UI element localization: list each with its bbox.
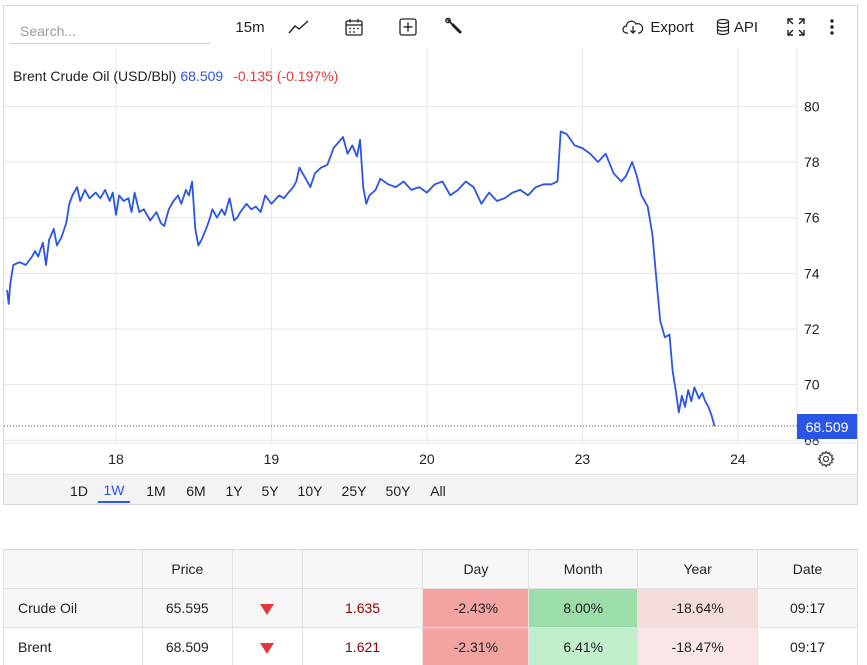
- row-change: 1.621: [301, 627, 424, 665]
- search-input[interactable]: [10, 18, 210, 44]
- instrument-name: Brent Crude Oil (USD/Bbl): [13, 68, 177, 84]
- header-direction: [231, 549, 303, 589]
- row-price: 65.595: [141, 588, 233, 628]
- header-year[interactable]: Year: [637, 549, 759, 589]
- cloud-download-icon: [622, 20, 644, 34]
- line-chart-icon: [288, 20, 309, 34]
- x-tick-label: 24: [730, 451, 746, 467]
- y-tick-label: 78: [804, 154, 820, 170]
- header-date[interactable]: Date: [757, 549, 858, 589]
- range-selector: 1D 1W 1M 6M 1Y 5Y 10Y 25Y 50Y All: [4, 474, 857, 504]
- wrench-icon: [445, 17, 462, 34]
- range-button-50y[interactable]: 50Y: [385, 483, 411, 499]
- table-row[interactable]: Crude Oil 65.595 1.635 -2.43% 8.00% -18.…: [3, 588, 858, 628]
- row-date: 09:17: [757, 627, 858, 665]
- calendar-button[interactable]: [341, 14, 367, 40]
- y-tick-label: 72: [804, 321, 820, 337]
- x-tick-label: 18: [108, 451, 124, 467]
- x-tick-label: 19: [264, 451, 280, 467]
- range-button-1w[interactable]: 1W: [98, 479, 130, 503]
- row-day: -2.43%: [422, 588, 530, 628]
- range-button-1y[interactable]: 1Y: [225, 483, 243, 499]
- row-name[interactable]: Crude Oil: [3, 588, 143, 628]
- price-series-line[interactable]: [6, 130, 716, 427]
- x-tick-label: 20: [419, 451, 435, 467]
- interval-button[interactable]: 15m: [235, 18, 265, 36]
- header-name: [3, 549, 143, 589]
- row-month: 6.41%: [528, 627, 639, 665]
- header-day[interactable]: Day: [422, 549, 530, 589]
- y-tick-label: 74: [804, 265, 820, 281]
- export-label: Export: [650, 18, 694, 36]
- row-name[interactable]: Brent: [3, 627, 143, 665]
- api-button[interactable]: API: [714, 14, 760, 40]
- row-year: -18.47%: [637, 627, 759, 665]
- range-button-10y[interactable]: 10Y: [297, 483, 323, 499]
- last-price-label: 68.509: [797, 414, 857, 440]
- add-indicator-button[interactable]: [395, 14, 421, 40]
- api-label: API: [733, 18, 759, 36]
- header-change: [301, 549, 424, 589]
- down-arrow-icon: [260, 603, 275, 615]
- instrument-price: 68.509: [180, 68, 224, 84]
- instrument-header: Brent Crude Oil (USD/Bbl) 68.509 -0.135 (-…: [13, 68, 338, 84]
- gear-icon: [817, 450, 835, 468]
- y-tick-label: 70: [804, 377, 820, 393]
- plus-box-icon: [399, 18, 417, 36]
- range-button-25y[interactable]: 25Y: [341, 483, 367, 499]
- row-day: -2.31%: [422, 627, 530, 665]
- table-row[interactable]: Brent 68.509 1.621 -2.31% 6.41% -18.47% …: [3, 627, 858, 665]
- range-button-1d[interactable]: 1D: [70, 483, 88, 499]
- table-header-row: Price Day Month Year Date: [3, 549, 858, 589]
- fullscreen-button[interactable]: [784, 14, 808, 40]
- chart-type-button[interactable]: [286, 14, 312, 40]
- y-tick-label: 76: [804, 210, 820, 226]
- x-tick-label: 23: [575, 451, 591, 467]
- vertical-dots-icon: [830, 19, 834, 35]
- header-price[interactable]: Price: [141, 549, 233, 589]
- y-tick-label: 80: [804, 98, 820, 114]
- row-date: 09:17: [757, 588, 858, 628]
- database-icon: [716, 18, 730, 36]
- fullscreen-icon: [787, 18, 805, 36]
- instrument-change: -0.135 (-0.197%): [233, 68, 339, 84]
- export-button[interactable]: Export: [620, 14, 696, 40]
- row-direction: [231, 588, 303, 628]
- header-month[interactable]: Month: [528, 549, 639, 589]
- calendar-icon: [345, 19, 363, 36]
- more-options-button[interactable]: [822, 14, 842, 40]
- range-button-5y[interactable]: 5Y: [261, 483, 279, 499]
- axis-settings-button[interactable]: [816, 449, 836, 469]
- down-arrow-icon: [260, 642, 275, 654]
- range-button-1m[interactable]: 1M: [146, 483, 166, 499]
- row-year: -18.64%: [637, 588, 759, 628]
- quotes-table: Price Day Month Year Date Crude Oil 65.5…: [3, 549, 858, 665]
- tools-button[interactable]: [441, 14, 467, 40]
- range-button-all[interactable]: All: [430, 483, 446, 499]
- row-month: 8.00%: [528, 588, 639, 628]
- row-direction: [231, 627, 303, 665]
- row-price: 68.509: [141, 627, 233, 665]
- row-change: 1.635: [301, 588, 424, 628]
- chart-toolbar: 15m Export API: [4, 6, 857, 48]
- range-button-6m[interactable]: 6M: [186, 483, 206, 499]
